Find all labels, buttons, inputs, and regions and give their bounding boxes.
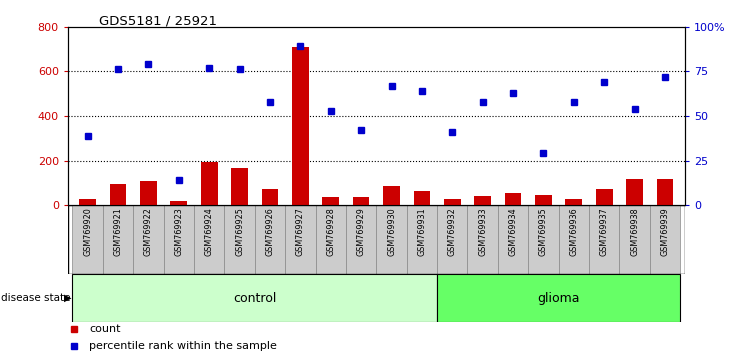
Bar bbox=[650, 205, 680, 274]
Bar bbox=[103, 205, 133, 274]
Text: GSM769932: GSM769932 bbox=[447, 207, 457, 256]
Bar bbox=[315, 205, 346, 274]
Bar bbox=[140, 181, 157, 205]
Bar bbox=[346, 205, 377, 274]
Text: GDS5181 / 25921: GDS5181 / 25921 bbox=[99, 14, 217, 27]
Bar bbox=[377, 205, 407, 274]
Text: count: count bbox=[90, 324, 121, 333]
Text: GSM769925: GSM769925 bbox=[235, 207, 244, 256]
Bar bbox=[201, 162, 218, 205]
Bar bbox=[529, 205, 558, 274]
Bar bbox=[626, 178, 643, 205]
Bar bbox=[292, 47, 309, 205]
Bar bbox=[413, 191, 430, 205]
Bar bbox=[437, 274, 680, 322]
Text: percentile rank within the sample: percentile rank within the sample bbox=[90, 341, 277, 351]
Bar bbox=[72, 205, 103, 274]
Bar bbox=[437, 205, 467, 274]
Bar bbox=[255, 205, 285, 274]
Bar bbox=[620, 205, 650, 274]
Text: disease state: disease state bbox=[1, 293, 70, 303]
Bar bbox=[558, 205, 589, 274]
Text: GSM769920: GSM769920 bbox=[83, 207, 92, 256]
Bar bbox=[656, 178, 673, 205]
Bar bbox=[444, 199, 461, 205]
Text: GSM769931: GSM769931 bbox=[418, 207, 426, 256]
Bar bbox=[224, 205, 255, 274]
Text: GSM769926: GSM769926 bbox=[266, 207, 274, 256]
Text: GSM769933: GSM769933 bbox=[478, 207, 487, 256]
Text: GSM769929: GSM769929 bbox=[357, 207, 366, 256]
Text: GSM769927: GSM769927 bbox=[296, 207, 305, 256]
Text: GSM769923: GSM769923 bbox=[174, 207, 183, 256]
Text: GSM769938: GSM769938 bbox=[630, 207, 639, 256]
Bar bbox=[383, 186, 400, 205]
Text: GSM769936: GSM769936 bbox=[569, 207, 578, 256]
Text: GSM769922: GSM769922 bbox=[144, 207, 153, 256]
Text: glioma: glioma bbox=[537, 292, 580, 305]
Text: GSM769930: GSM769930 bbox=[387, 207, 396, 256]
Bar bbox=[170, 201, 187, 205]
Bar bbox=[589, 205, 620, 274]
Bar bbox=[133, 205, 164, 274]
Bar bbox=[596, 189, 612, 205]
Bar bbox=[110, 184, 126, 205]
Bar bbox=[80, 199, 96, 205]
Text: GSM769921: GSM769921 bbox=[114, 207, 123, 256]
Text: GSM769934: GSM769934 bbox=[509, 207, 518, 256]
Text: GSM769935: GSM769935 bbox=[539, 207, 548, 256]
Text: GSM769928: GSM769928 bbox=[326, 207, 335, 256]
Bar bbox=[407, 205, 437, 274]
Bar bbox=[261, 189, 278, 205]
Text: GSM769937: GSM769937 bbox=[600, 207, 609, 256]
Bar bbox=[474, 196, 491, 205]
Bar bbox=[498, 205, 529, 274]
Bar bbox=[285, 205, 315, 274]
Bar bbox=[504, 193, 521, 205]
Text: ▶: ▶ bbox=[64, 293, 71, 303]
Bar bbox=[164, 205, 194, 274]
Bar bbox=[467, 205, 498, 274]
Bar bbox=[535, 195, 552, 205]
Text: GSM769924: GSM769924 bbox=[204, 207, 214, 256]
Bar bbox=[323, 198, 339, 205]
Bar bbox=[566, 199, 583, 205]
Text: control: control bbox=[233, 292, 277, 305]
Bar bbox=[194, 205, 224, 274]
Bar bbox=[72, 274, 437, 322]
Bar bbox=[231, 169, 248, 205]
Text: GSM769939: GSM769939 bbox=[661, 207, 669, 256]
Bar bbox=[353, 198, 369, 205]
